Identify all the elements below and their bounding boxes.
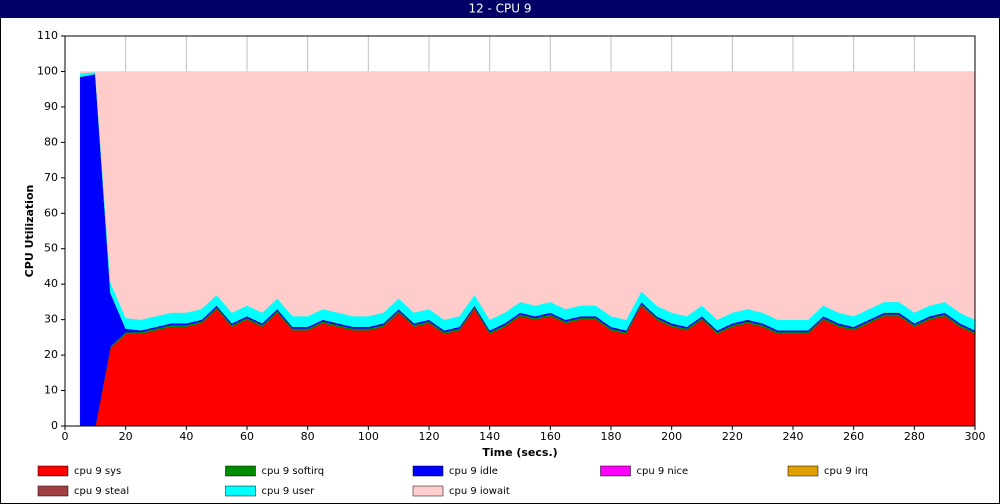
x-tick-label: 280 [904, 430, 925, 443]
legend-swatch [37, 485, 69, 497]
legend-label: cpu 9 sys [74, 466, 121, 477]
y-tick-label: 20 [44, 348, 58, 361]
x-axis-label: Time (secs.) [482, 446, 557, 459]
y-axis-label: CPU Utilization [23, 185, 36, 278]
x-tick-label: 180 [601, 430, 622, 443]
x-tick-label: 20 [119, 430, 133, 443]
x-tick-label: 60 [240, 430, 254, 443]
legend-label: cpu 9 nice [637, 466, 689, 477]
x-tick-label: 140 [479, 430, 500, 443]
y-tick-label: 70 [44, 171, 58, 184]
legend-label: cpu 9 steal [74, 486, 129, 497]
y-tick-label: 100 [37, 64, 58, 77]
legend-swatch [225, 485, 256, 497]
legend-label: cpu 9 irq [824, 466, 868, 477]
x-tick-label: 200 [661, 430, 682, 443]
legend-swatch [37, 465, 69, 477]
x-tick-label: 160 [540, 430, 561, 443]
x-tick-label: 0 [62, 430, 69, 443]
legend-swatch [787, 465, 819, 477]
y-tick-label: 90 [44, 100, 58, 113]
legend-swatch [600, 465, 631, 477]
y-tick-label: 0 [51, 419, 58, 432]
area [79, 71, 976, 321]
y-tick-label: 60 [44, 206, 58, 219]
y-tick-label: 10 [44, 384, 58, 397]
x-tick-label: 220 [722, 430, 743, 443]
y-tick-label: 40 [44, 277, 58, 290]
x-tick-label: 120 [419, 430, 440, 443]
y-tick-label: 30 [44, 313, 58, 326]
y-tick-label: 80 [44, 135, 58, 148]
y-tick-label: 110 [37, 29, 58, 42]
legend-swatch [225, 465, 256, 477]
legend-label: cpu 9 iowait [449, 486, 510, 497]
chart-title: 12 - CPU 9 [468, 2, 531, 16]
legend-label: cpu 9 user [262, 486, 316, 497]
x-tick-label: 80 [301, 430, 315, 443]
x-tick-label: 100 [358, 430, 379, 443]
x-tick-label: 300 [965, 430, 986, 443]
x-tick-label: 40 [179, 430, 193, 443]
title-bar [0, 0, 1000, 18]
legend-swatch [412, 465, 444, 477]
x-tick-label: 240 [783, 430, 804, 443]
plot-frame [64, 35, 976, 427]
y-tick-label: 50 [44, 242, 58, 255]
x-tick-label: 260 [843, 430, 864, 443]
legend-swatch [412, 485, 444, 497]
legend-label: cpu 9 idle [449, 466, 498, 477]
legend-label: cpu 9 softirq [262, 466, 325, 477]
